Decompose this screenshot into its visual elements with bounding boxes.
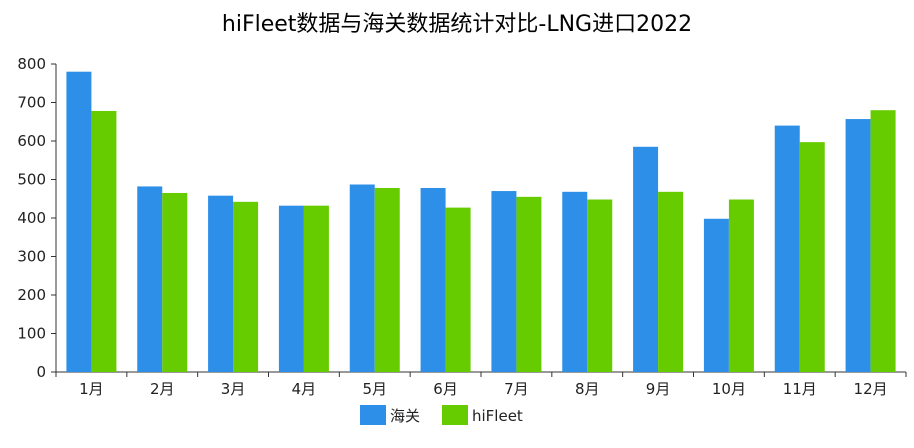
y-tick-label: 800 — [17, 55, 46, 73]
x-tick-label: 12月 — [854, 380, 888, 398]
bar — [162, 192, 188, 372]
legend-swatch — [442, 405, 468, 425]
bar — [516, 196, 542, 372]
bar — [349, 184, 375, 372]
bar — [658, 191, 684, 372]
bar — [303, 205, 329, 372]
legend-swatch — [360, 405, 386, 425]
bar — [233, 201, 259, 372]
x-tick-label: 3月 — [221, 380, 246, 398]
axes: 0 100 200 300 400 500 600 700 800 1月 2月 3月 4月 5月 6月 7月 8… — [17, 55, 907, 398]
chart-title: hiFleet数据与海关数据统计对比-LNG进口2022 — [221, 12, 693, 37]
bar — [562, 191, 588, 372]
x-tick-label: 9月 — [646, 380, 671, 398]
y-tick-label: 100 — [17, 325, 46, 343]
bar — [587, 199, 613, 372]
bar — [774, 125, 800, 372]
bar — [845, 119, 871, 373]
x-tick-label: 10月 — [712, 380, 746, 398]
bar — [374, 187, 400, 372]
y-tick-label: 600 — [17, 132, 46, 150]
y-tick-label: 500 — [17, 171, 46, 189]
bar — [278, 205, 304, 372]
x-tick-label: 1月 — [79, 380, 104, 398]
bar — [66, 71, 92, 372]
legend-label: 海关 — [390, 407, 420, 425]
y-tick-label: 300 — [17, 248, 46, 266]
bar — [420, 187, 446, 372]
x-tick-label: 6月 — [433, 380, 458, 398]
x-tick-label: 2月 — [150, 380, 175, 398]
y-tick-label: 700 — [17, 94, 46, 112]
y-tick-label: 400 — [17, 209, 46, 227]
x-tick-label: 4月 — [292, 380, 317, 398]
bar — [703, 218, 729, 372]
x-tick-label: 8月 — [575, 380, 600, 398]
x-tick-label: 7月 — [504, 380, 529, 398]
bar — [633, 146, 659, 372]
x-tick-label: 11月 — [783, 380, 817, 398]
bar — [799, 142, 825, 372]
bar — [445, 207, 471, 372]
bar — [137, 186, 163, 372]
legend-label: hiFleet — [472, 407, 523, 425]
bar — [91, 110, 117, 372]
legend: 海关 hiFleet — [360, 405, 523, 425]
bars — [66, 71, 896, 373]
bar — [728, 199, 754, 372]
bar — [491, 191, 517, 372]
bar — [870, 110, 896, 372]
y-tick-label: 200 — [17, 286, 46, 304]
bar — [208, 195, 234, 372]
x-tick-label: 5月 — [362, 380, 387, 398]
y-tick-label: 0 — [36, 363, 46, 381]
